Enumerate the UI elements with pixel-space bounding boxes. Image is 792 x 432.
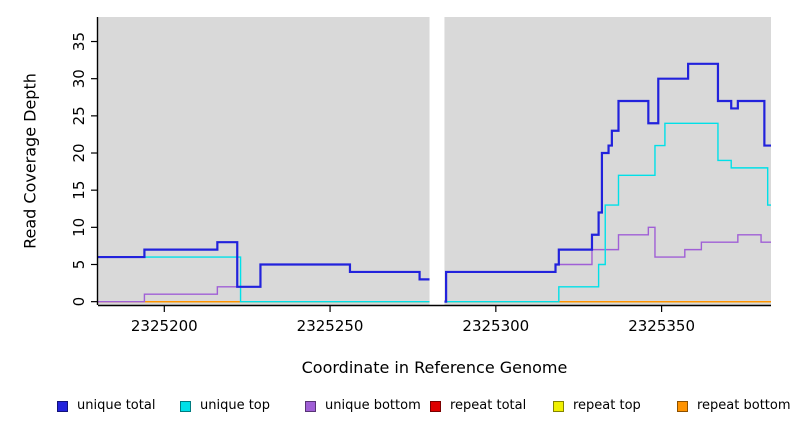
- legend-label: unique bottom: [325, 398, 421, 413]
- legend-label: repeat bottom: [697, 398, 791, 413]
- legend-swatch: [180, 401, 191, 412]
- y-tick-label: 25: [70, 106, 88, 125]
- y-axis-title: Read Coverage Depth: [20, 73, 40, 249]
- legend-swatch: [430, 401, 441, 412]
- x-tick-label: 2325250: [297, 317, 364, 335]
- x-tick-label: 2325300: [462, 317, 529, 335]
- y-tick-label: 15: [70, 181, 88, 200]
- legend-swatch: [305, 401, 316, 412]
- y-tick-label: 20: [70, 143, 88, 162]
- legend-label: repeat total: [450, 398, 527, 413]
- y-tick-label: 5: [70, 260, 88, 270]
- legend-swatch: [553, 401, 564, 412]
- legend: unique total unique top unique bottom repea…: [0, 398, 792, 422]
- y-tick-label: 35: [70, 32, 88, 51]
- series-unique-top: [98, 122, 771, 303]
- legend-label: unique total: [77, 398, 156, 413]
- legend-label: unique top: [200, 398, 271, 413]
- x-tick-label: 2325350: [628, 317, 695, 335]
- masked-gap-region: [429, 17, 445, 306]
- legend-label: repeat top: [573, 398, 641, 413]
- legend-swatch: [677, 401, 688, 412]
- y-tick-label: 0: [70, 297, 88, 307]
- legend-swatch: [57, 401, 68, 412]
- y-tick-label: 30: [70, 69, 88, 88]
- series-unique-total: [98, 62, 771, 303]
- x-axis-title: Coordinate in Reference Genome: [301, 358, 568, 377]
- x-tick-label: 2325200: [131, 317, 198, 335]
- y-tick-label: 10: [70, 218, 88, 237]
